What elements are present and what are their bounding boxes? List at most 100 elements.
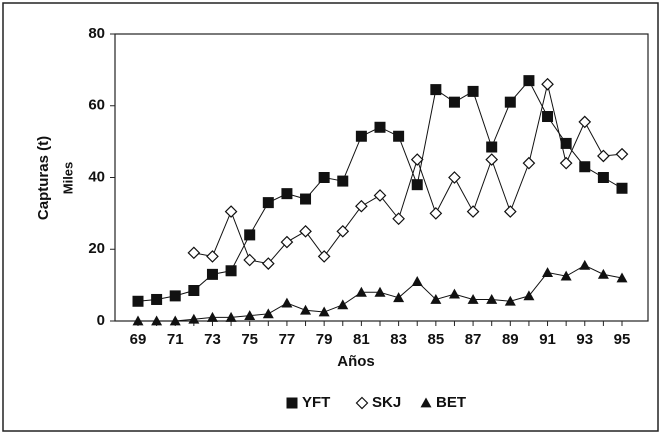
data-point — [317, 250, 331, 263]
data-point — [578, 115, 592, 129]
data-point — [300, 304, 312, 315]
data-point — [244, 229, 256, 241]
x-tick-label: 91 — [539, 331, 556, 348]
data-point — [430, 84, 442, 96]
data-point — [430, 293, 442, 304]
data-point — [523, 290, 535, 301]
y-tick-label: 80 — [88, 25, 105, 42]
data-point — [355, 199, 368, 213]
x-tick-label: 79 — [316, 331, 333, 348]
data-point — [410, 153, 424, 166]
data-point — [503, 205, 517, 218]
data-point — [579, 161, 591, 173]
data-point — [281, 297, 293, 308]
data-point — [504, 295, 516, 306]
data-point — [560, 137, 572, 149]
data-point — [522, 156, 536, 170]
legend-marker — [355, 396, 369, 410]
data-point — [355, 130, 367, 142]
x-tick-label: 73 — [204, 331, 221, 348]
x-tick-label: 93 — [576, 331, 593, 348]
data-point — [504, 96, 516, 108]
data-point — [616, 272, 628, 283]
data-point — [225, 265, 237, 277]
data-point — [560, 270, 572, 281]
data-point — [206, 250, 219, 263]
data-point — [262, 308, 274, 319]
data-point — [542, 267, 554, 277]
x-tick-label: 81 — [353, 331, 370, 348]
y-tick-label: 0 — [97, 312, 105, 329]
y-tick-label: 60 — [88, 97, 105, 114]
data-point — [466, 205, 480, 218]
data-point — [448, 171, 461, 184]
data-point — [615, 147, 629, 161]
data-point — [169, 315, 181, 326]
data-point — [318, 172, 330, 183]
data-point — [597, 268, 609, 279]
x-tick-label: 69 — [130, 331, 147, 348]
data-point — [281, 188, 293, 200]
data-point — [151, 315, 163, 326]
data-point — [374, 121, 386, 133]
data-point — [411, 179, 423, 191]
data-point — [151, 293, 163, 305]
y-tick-label: 40 — [88, 168, 105, 185]
data-point — [467, 293, 479, 304]
data-point — [206, 268, 218, 280]
data-point — [559, 156, 573, 170]
data-point — [280, 235, 294, 249]
y-tick-label: 20 — [88, 240, 105, 257]
data-point — [299, 224, 312, 238]
data-point — [188, 285, 200, 297]
data-point — [523, 75, 535, 87]
data-point — [225, 311, 237, 322]
data-point — [187, 246, 201, 260]
data-point — [448, 288, 460, 299]
data-point — [132, 315, 144, 326]
data-point — [243, 253, 257, 267]
series-line — [193, 84, 623, 265]
data-point — [355, 286, 367, 297]
legend-label: SKJ — [372, 394, 401, 411]
y-axis-label: Capturas (t) — [35, 136, 52, 220]
data-point — [373, 189, 387, 202]
x-tick-label: 71 — [167, 331, 184, 348]
x-tick-label: 77 — [279, 331, 296, 348]
x-tick-label: 85 — [428, 331, 445, 348]
x-tick-label: 89 — [502, 331, 519, 348]
data-point — [188, 313, 200, 324]
data-point — [261, 257, 275, 270]
data-point — [616, 182, 628, 194]
data-point — [169, 290, 181, 302]
data-point — [541, 77, 554, 91]
x-tick-label: 75 — [241, 331, 258, 348]
legend-marker — [286, 397, 298, 409]
data-point — [300, 193, 312, 205]
data-point — [374, 286, 386, 297]
data-point — [262, 197, 274, 209]
data-point — [132, 295, 144, 307]
data-point — [429, 207, 443, 220]
data-point — [393, 130, 405, 142]
legend-label: YFT — [302, 394, 330, 411]
data-point — [337, 175, 349, 187]
data-point — [448, 96, 460, 108]
data-point — [411, 276, 423, 286]
data-point — [244, 310, 256, 321]
data-point — [224, 205, 238, 218]
data-point — [486, 141, 498, 153]
data-point — [337, 299, 349, 310]
x-tick-label: 87 — [465, 331, 482, 348]
legend-marker — [420, 397, 432, 408]
x-tick-label: 83 — [390, 331, 407, 348]
y-axis-unit: Miles — [60, 162, 75, 195]
data-point — [392, 212, 405, 226]
data-point — [579, 259, 591, 270]
data-point — [486, 293, 498, 304]
data-point — [597, 149, 610, 163]
x-tick-label: 95 — [614, 331, 631, 348]
data-point — [467, 85, 479, 97]
data-point — [393, 292, 405, 303]
